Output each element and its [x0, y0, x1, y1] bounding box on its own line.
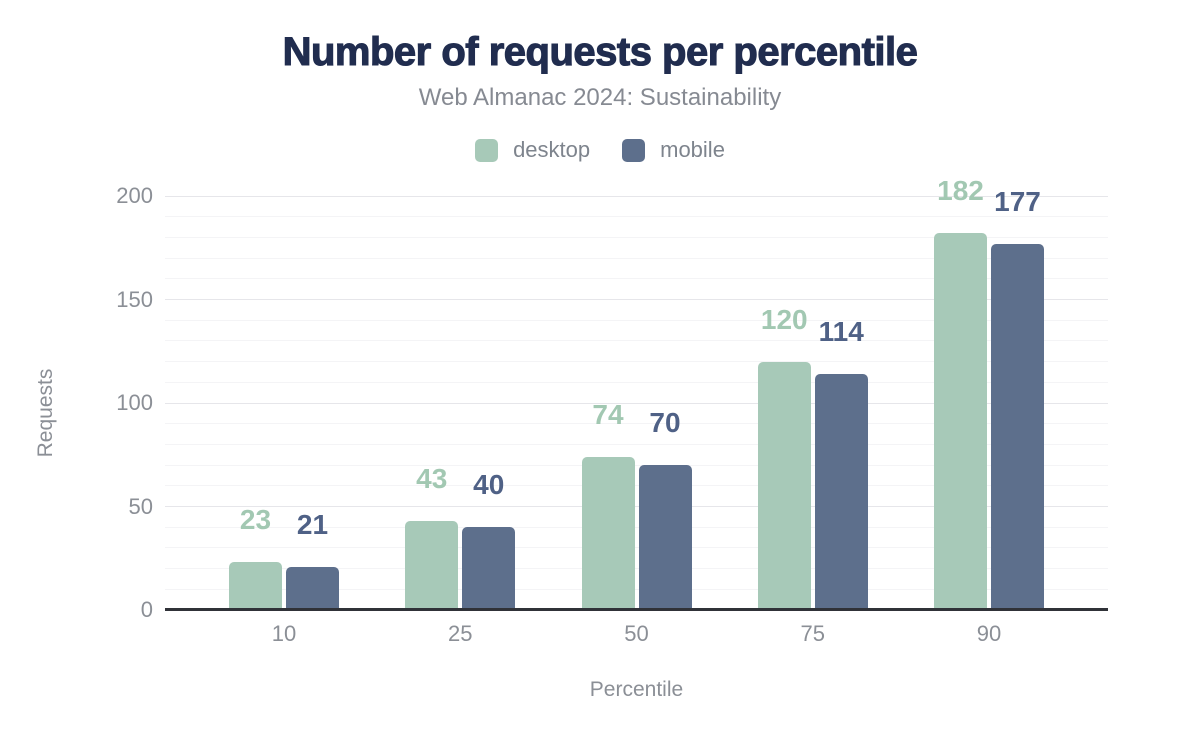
x-axis-tick-label: 25: [448, 621, 473, 646]
major-gridline: [165, 299, 1108, 300]
bar-slot: 177: [990, 188, 1044, 610]
x-axis-line: [165, 608, 1108, 611]
y-axis-ticks: 0 50 100 150 200: [0, 184, 157, 622]
bar-value-label: 23: [239, 504, 272, 535]
legend-label: desktop: [513, 137, 591, 162]
bar-mobile-p10[interactable]: [286, 567, 339, 610]
x-axis-tick-label: 10: [271, 621, 297, 646]
legend-label: mobile: [660, 137, 725, 162]
bar-desktop-p10[interactable]: [229, 562, 282, 610]
bar-desktop-p75[interactable]: [757, 362, 811, 610]
minor-gridline: [165, 236, 1108, 238]
bar-mobile-p75[interactable]: [814, 374, 868, 610]
bar-value-label: 182: [937, 175, 984, 206]
x-axis-tick-label: 50: [624, 621, 649, 646]
plot-area: 23 21 43 40 74 70 120 114 182 177: [165, 177, 1108, 611]
minor-gridline: [165, 443, 1108, 445]
minor-gridline: [165, 423, 1108, 425]
major-gridline: [165, 402, 1108, 404]
x-axis-tick-label: 75: [800, 621, 825, 646]
bar-slot: 43: [405, 465, 459, 610]
major-gridline: [165, 195, 1108, 197]
bar-mobile-p25[interactable]: [462, 527, 516, 610]
bar-slot: 21: [286, 511, 339, 610]
minor-gridline: [165, 216, 1108, 218]
bar-value-label: 177: [994, 186, 1041, 217]
bar-slot: 70: [638, 409, 692, 610]
legend-item-mobile: mobile: [622, 137, 725, 163]
bar-mobile-p50[interactable]: [638, 465, 692, 610]
minor-gridline: [165, 526, 1108, 528]
chart-title: Number of requests per percentile: [282, 29, 918, 74]
legend-item-desktop: desktop: [475, 137, 590, 163]
x-axis-tick-label: 90: [976, 621, 1002, 646]
legend-swatch-icon: [475, 138, 499, 162]
minor-gridline: [165, 588, 1108, 590]
bar-value-label: 74: [592, 399, 624, 430]
bar-value-label: 70: [649, 407, 681, 438]
bar-desktop-p90[interactable]: [933, 233, 987, 610]
bar-mobile-p90[interactable]: [990, 244, 1044, 610]
bar-slot: 74: [581, 401, 635, 610]
y-axis-tick-label: 200: [116, 183, 153, 208]
bar-group: 120 114: [757, 306, 868, 610]
minor-gridline: [165, 319, 1108, 321]
chart-subtitle: Web Almanac 2024: Sustainability: [418, 84, 782, 111]
minor-gridline: [165, 340, 1108, 342]
bar-group: 182 177: [933, 177, 1044, 610]
major-gridline: [165, 506, 1108, 507]
bar-value-label: 120: [760, 304, 808, 335]
bar-group: 23 21: [229, 506, 339, 610]
y-axis-tick-label: 150: [116, 286, 153, 312]
minor-gridline: [165, 485, 1108, 487]
bar-group: 74 70: [581, 401, 692, 610]
y-axis-tick-label: 50: [128, 493, 153, 519]
bar-value-label: 40: [473, 469, 505, 500]
minor-gridline: [165, 361, 1108, 363]
bar-desktop-p50[interactable]: [581, 457, 635, 610]
x-axis-ticks: 10 25 50 75 90: [165, 620, 1108, 648]
bar-slot: 40: [462, 471, 516, 610]
minor-gridline: [165, 568, 1108, 570]
y-axis-tick-label: 0: [140, 597, 153, 622]
y-axis-tick-label: 100: [116, 390, 153, 415]
bar-slot: 120: [757, 306, 811, 610]
bar-desktop-p25[interactable]: [405, 521, 459, 610]
minor-gridline: [165, 381, 1108, 383]
minor-gridline: [165, 464, 1108, 466]
legend-swatch-icon: [622, 138, 646, 162]
bar-slot: 114: [814, 318, 868, 610]
bar-slot: 23: [229, 506, 282, 610]
minor-gridline: [165, 547, 1108, 549]
x-axis-title: Percentile: [589, 678, 684, 701]
bar-slot: 182: [933, 177, 987, 610]
grid-layer: [165, 195, 1108, 610]
bar-value-label: 21: [296, 509, 329, 540]
minor-gridline: [165, 257, 1108, 259]
bar-value-label: 43: [416, 463, 448, 494]
bar-group: 43 40: [405, 465, 516, 610]
bars-layer: 23 21 43 40 74 70 120 114 182 177: [165, 177, 1108, 610]
bar-value-label: 114: [818, 316, 864, 347]
minor-gridline: [165, 278, 1108, 280]
legend: desktop mobile: [0, 136, 1200, 164]
